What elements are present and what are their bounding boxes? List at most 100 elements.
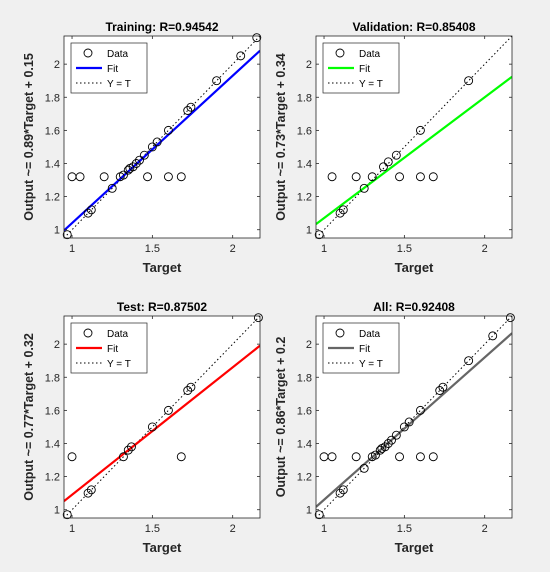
- validation-legend-entry: Fit: [359, 64, 370, 75]
- test-x-tick-label: 1: [69, 523, 75, 535]
- test-data-point: [163, 405, 173, 415]
- training-x-tick-label: 1: [69, 243, 75, 255]
- test-legend-entry: Y = T: [107, 359, 131, 370]
- test-axes-box: [63, 315, 261, 519]
- validation-fit-line: [316, 75, 512, 226]
- test-data-point: [186, 382, 196, 392]
- test-legend-entry: Fit: [107, 344, 118, 355]
- training-identity-line: [64, 36, 260, 238]
- all-data-point: [375, 445, 385, 455]
- test-data-point: [86, 485, 96, 495]
- all-y-tick-label: 1.6: [297, 405, 312, 417]
- validation-y-tick-label: 1.4: [297, 158, 312, 170]
- training-legend-entry: Fit: [107, 64, 118, 75]
- training-data-point: [107, 183, 117, 193]
- training-data-point: [75, 172, 85, 182]
- validation-y-axis-label: Output ~= 0.73*Target + 0.34: [274, 53, 288, 221]
- training-data-point: [128, 162, 138, 172]
- validation-data-point: [338, 205, 348, 215]
- all-data-point: [438, 382, 448, 392]
- training-axes-box: [63, 35, 261, 239]
- all-data-point: [327, 452, 337, 462]
- test-y-tick-label: 1: [54, 505, 60, 517]
- test-data-point: [62, 510, 72, 520]
- training-y-tick-label: 1.6: [45, 125, 60, 137]
- training-data-point: [135, 155, 144, 165]
- validation-data-point: [327, 172, 337, 182]
- all-y-axis-label: Output ~= 0.86*Target + 0.2: [274, 337, 288, 498]
- all-data-point: [399, 422, 409, 432]
- all-legend: Data Fit Y = T: [322, 322, 400, 374]
- all-x-axis-label: Target: [395, 540, 434, 555]
- validation-data-point: [367, 172, 377, 182]
- validation-axes-box: [315, 35, 513, 239]
- all-data-point: [338, 485, 348, 495]
- training-legend: Data Fit Y = T: [70, 42, 148, 94]
- test-panel: 1 1.5 2 1 1.2 1.4 1.6 1.8 2 Test: R=0.87502 Target…: [22, 300, 263, 555]
- training-data-point: [139, 150, 149, 160]
- test-legend-data-marker: [83, 328, 93, 338]
- test-y-tick-label: 1.6: [45, 405, 60, 417]
- all-data-point: [351, 452, 361, 462]
- test-data-point: [83, 488, 93, 498]
- all-data-point: [415, 452, 425, 462]
- training-y-tick-label: 2: [54, 59, 60, 71]
- validation-y-tick-label: 1: [306, 225, 312, 237]
- test-y-tick-label: 1.4: [45, 438, 60, 450]
- training-x-tick-label: 2: [230, 243, 236, 255]
- all-data-point: [314, 510, 324, 520]
- test-data-point: [176, 452, 186, 462]
- validation-y-tick-label: 2: [306, 59, 312, 71]
- training-x-tick-label: 1.5: [145, 243, 160, 255]
- test-identity-line: [64, 316, 260, 518]
- test-data-point: [253, 313, 263, 323]
- validation-data-point: [359, 183, 369, 193]
- training-data-point: [99, 172, 109, 182]
- training-data-point: [86, 205, 96, 215]
- all-data-point: [415, 405, 425, 415]
- all-data-point: [380, 442, 390, 452]
- training-data-point: [143, 172, 152, 182]
- validation-x-axis-label: Target: [395, 260, 434, 275]
- training-y-axis-label: Output ~= 0.89*Target + 0.15: [22, 53, 36, 221]
- validation-legend-entry: Y = T: [359, 79, 383, 90]
- validation-data-point: [383, 157, 393, 167]
- all-data-point: [359, 463, 369, 473]
- validation-y-tick-label: 1.2: [297, 192, 312, 204]
- all-legend-entry: Data: [359, 329, 381, 340]
- all-data-point: [370, 450, 380, 460]
- training-title: Training: R=0.94542: [105, 20, 218, 34]
- validation-y-tick-label: 1.8: [297, 92, 312, 104]
- all-title: All: R=0.92408: [373, 300, 455, 314]
- validation-data-point: [464, 76, 474, 86]
- validation-data-point: [379, 162, 388, 172]
- validation-legend-entry: Data: [359, 49, 381, 60]
- test-data-point: [147, 422, 157, 432]
- training-data-point: [147, 142, 157, 152]
- test-x-tick-label: 2: [230, 523, 236, 535]
- all-y-tick-label: 1: [306, 505, 312, 517]
- validation-title: Validation: R=0.85408: [352, 20, 475, 34]
- all-legend-entry: Y = T: [359, 359, 383, 370]
- all-data-point: [488, 331, 498, 341]
- training-legend-entry: Y = T: [107, 79, 131, 90]
- all-data-point: [464, 356, 474, 366]
- all-legend-entry: Fit: [359, 344, 370, 355]
- validation-x-tick-label: 1.5: [397, 243, 412, 255]
- test-title: Test: R=0.87502: [117, 300, 207, 314]
- test-legend-entry: Data: [107, 329, 129, 340]
- training-legend-data-marker: [83, 48, 93, 58]
- validation-data-point: [415, 172, 425, 182]
- validation-panel: 1 1.5 2 1 1.2 1.4 1.6 1.8 2 Validation: R=0.85408…: [274, 20, 513, 275]
- all-fit-line: [316, 332, 512, 508]
- training-data-point: [183, 106, 193, 115]
- validation-x-tick-label: 1: [321, 243, 327, 255]
- training-y-tick-label: 1.4: [45, 158, 60, 170]
- training-data-point: [186, 102, 196, 112]
- validation-data-point: [314, 230, 324, 240]
- training-data-point: [236, 51, 246, 61]
- all-x-tick-label: 1.5: [397, 523, 412, 535]
- training-fit-line: [64, 49, 260, 232]
- validation-legend-data-marker: [335, 48, 345, 58]
